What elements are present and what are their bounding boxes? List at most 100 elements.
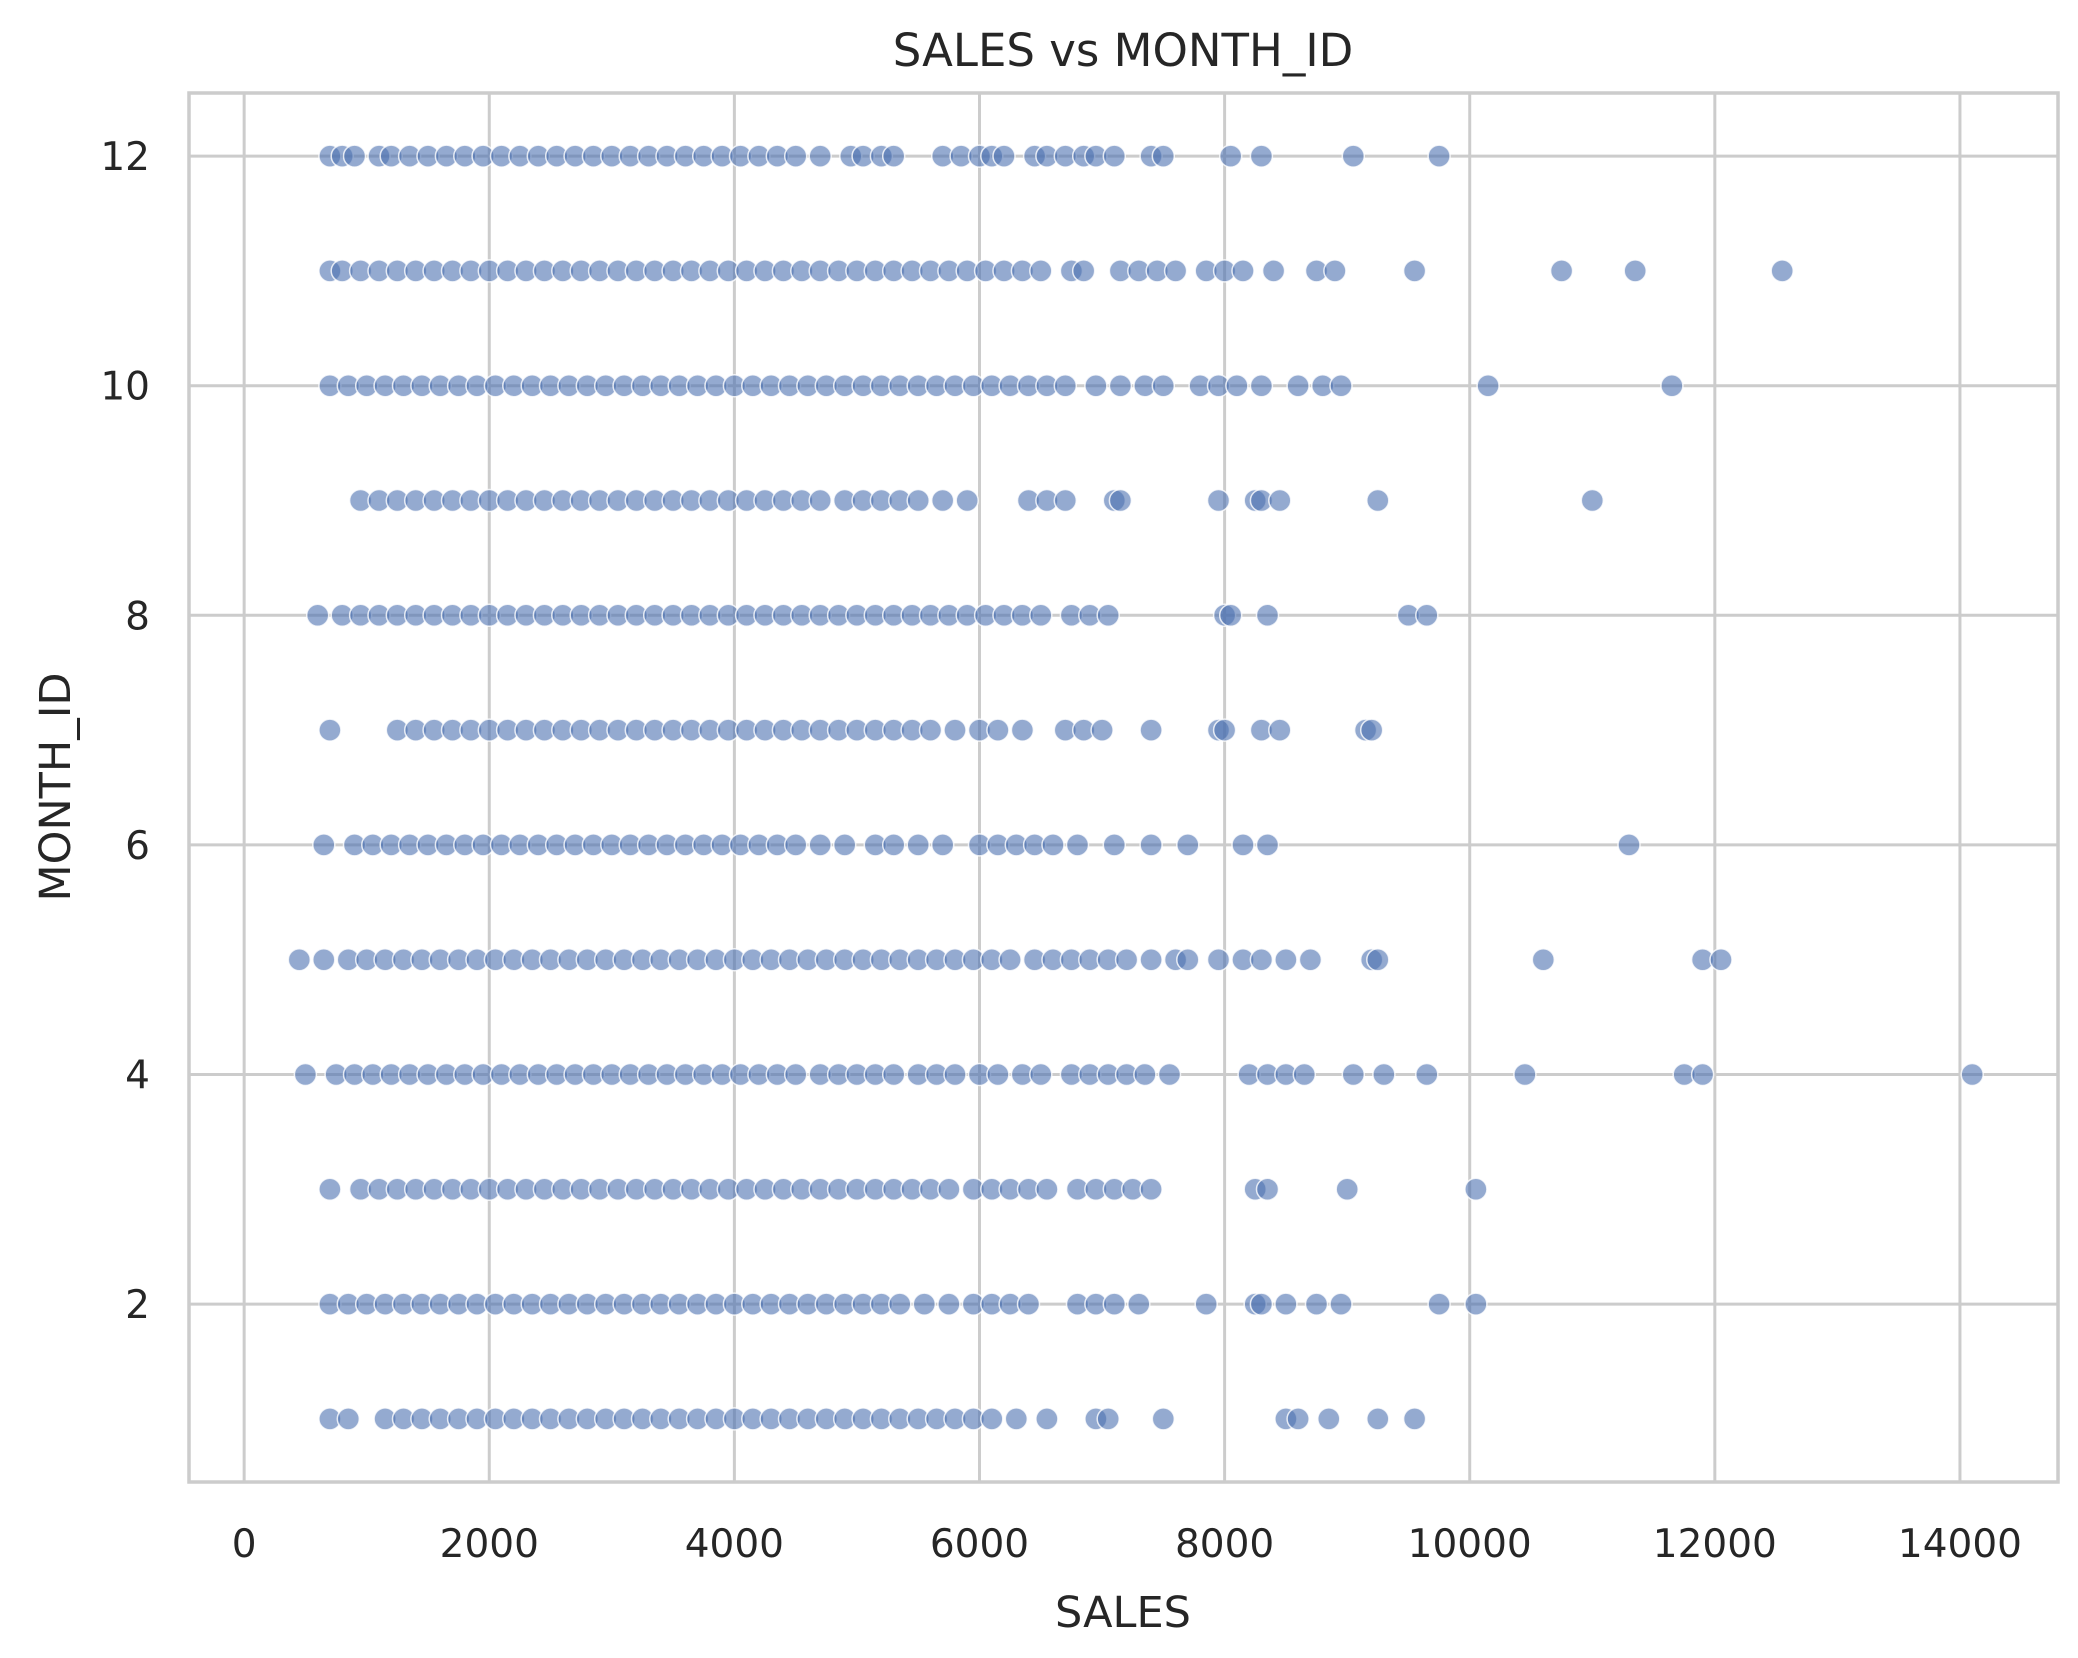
scatter-point (1617, 833, 1641, 857)
scatter-point (1261, 259, 1286, 283)
scatter-point (1157, 1062, 1182, 1087)
scatter-point (1249, 373, 1274, 398)
scatter-point (881, 1062, 906, 1087)
scatter-point (1029, 603, 1053, 628)
y-tick-label: 10 (100, 365, 150, 410)
scatter-point (1268, 718, 1292, 742)
scatter-point (1580, 488, 1605, 513)
scatter-point (287, 947, 312, 972)
x-tick-label: 12000 (1653, 1522, 1777, 1567)
x-tick-label: 4000 (685, 1522, 784, 1567)
scatter-point (1770, 259, 1794, 283)
scatter-point (808, 144, 832, 168)
scatter-point (1255, 1177, 1280, 1202)
x-tick-labels: 0 2000 4000 6000 8000 10000 12000 14000 (232, 1522, 2022, 1567)
scatter-point (1329, 373, 1353, 398)
scatter-point (1212, 718, 1237, 742)
scatter-point (930, 488, 955, 513)
x-tick-label: 14000 (1898, 1522, 2022, 1567)
scatter-point (1035, 1407, 1059, 1431)
scatter-point (1114, 947, 1139, 972)
scatter-point (783, 144, 808, 168)
scatter-point (1029, 259, 1053, 283)
scatter-point (1163, 259, 1188, 283)
scatter-point (1225, 373, 1249, 398)
scatter-point (1415, 1062, 1439, 1087)
x-tick-label: 6000 (930, 1522, 1029, 1567)
scatter-point (318, 718, 342, 742)
scatter-point (1108, 373, 1133, 398)
scatter-point (1464, 1292, 1488, 1316)
scatter-point (943, 718, 967, 742)
scatter-point (783, 1062, 808, 1087)
y-tick-label: 8 (125, 594, 150, 639)
scatter-point (1323, 259, 1347, 283)
scatter-point (1960, 1062, 1984, 1087)
scatter-point (1139, 1177, 1163, 1202)
scatter-point (888, 1292, 912, 1316)
y-tick-label: 4 (125, 1053, 150, 1098)
scatter-point (1194, 1292, 1218, 1316)
scatter-point (1623, 259, 1647, 283)
scatter-point (1335, 1177, 1359, 1202)
x-tick-label: 2000 (440, 1522, 539, 1567)
scatter-point (1341, 1062, 1366, 1087)
scatter-point (1133, 1062, 1157, 1087)
scatter-point (986, 1062, 1010, 1087)
scatter-point (906, 488, 930, 513)
scatter-point (881, 144, 906, 168)
y-axis-label: MONTH_ID (31, 672, 81, 901)
scatter-point (832, 833, 857, 857)
x-axis-label: SALES (1055, 1588, 1191, 1638)
scatter-point (1249, 144, 1274, 168)
scatter-point (930, 833, 955, 857)
scatter-point (808, 488, 832, 513)
scatter-point (293, 1062, 318, 1087)
scatter-point (1359, 718, 1384, 742)
scatter-point (1108, 488, 1133, 513)
scatter-point (955, 488, 979, 513)
scatter-point (1402, 259, 1427, 283)
scatter-point (1218, 603, 1243, 628)
chart-title: SALES vs MONTH_ID (893, 24, 1354, 77)
y-tick-label: 12 (100, 135, 150, 180)
scatter-point (336, 1407, 361, 1431)
scatter-point (1329, 1292, 1353, 1316)
scatter-point (1268, 488, 1292, 513)
scatter-point (1286, 373, 1310, 398)
scatter-point (1139, 833, 1163, 857)
scatter-point (1255, 603, 1280, 628)
scatter-point (1004, 1407, 1029, 1431)
scatter-point (1464, 1177, 1488, 1202)
scatter-point (1102, 144, 1127, 168)
scatter-point (1274, 1292, 1298, 1316)
scatter-point (1139, 947, 1163, 972)
scatter-point (1341, 144, 1366, 168)
scatter-points (287, 144, 1984, 1431)
scatter-point (1218, 144, 1243, 168)
scatter-point (1660, 373, 1684, 398)
scatter-point (1102, 1292, 1127, 1316)
grid-lines (189, 93, 2058, 1482)
scatter-point (342, 144, 367, 168)
scatter-point (1304, 1292, 1329, 1316)
scatter-point (1151, 373, 1176, 398)
scatter-point (1427, 144, 1451, 168)
scatter-point (1176, 833, 1200, 857)
scatter-point (1317, 1407, 1341, 1431)
scatter-point (906, 833, 930, 857)
scatter-point (1231, 833, 1255, 857)
scatter-point (1402, 1407, 1427, 1431)
scatter-point (992, 144, 1016, 168)
scatter-point (318, 1177, 342, 1202)
scatter-point (1096, 603, 1120, 628)
scatter-point (1286, 1407, 1310, 1431)
scatter-point (1690, 1062, 1715, 1087)
scatter-point (937, 1177, 961, 1202)
scatter-point (1366, 1407, 1390, 1431)
scatter-point (1249, 947, 1274, 972)
scatter-point (1041, 833, 1065, 857)
scatter-point (1029, 1062, 1053, 1087)
scatter-point (912, 1292, 937, 1316)
